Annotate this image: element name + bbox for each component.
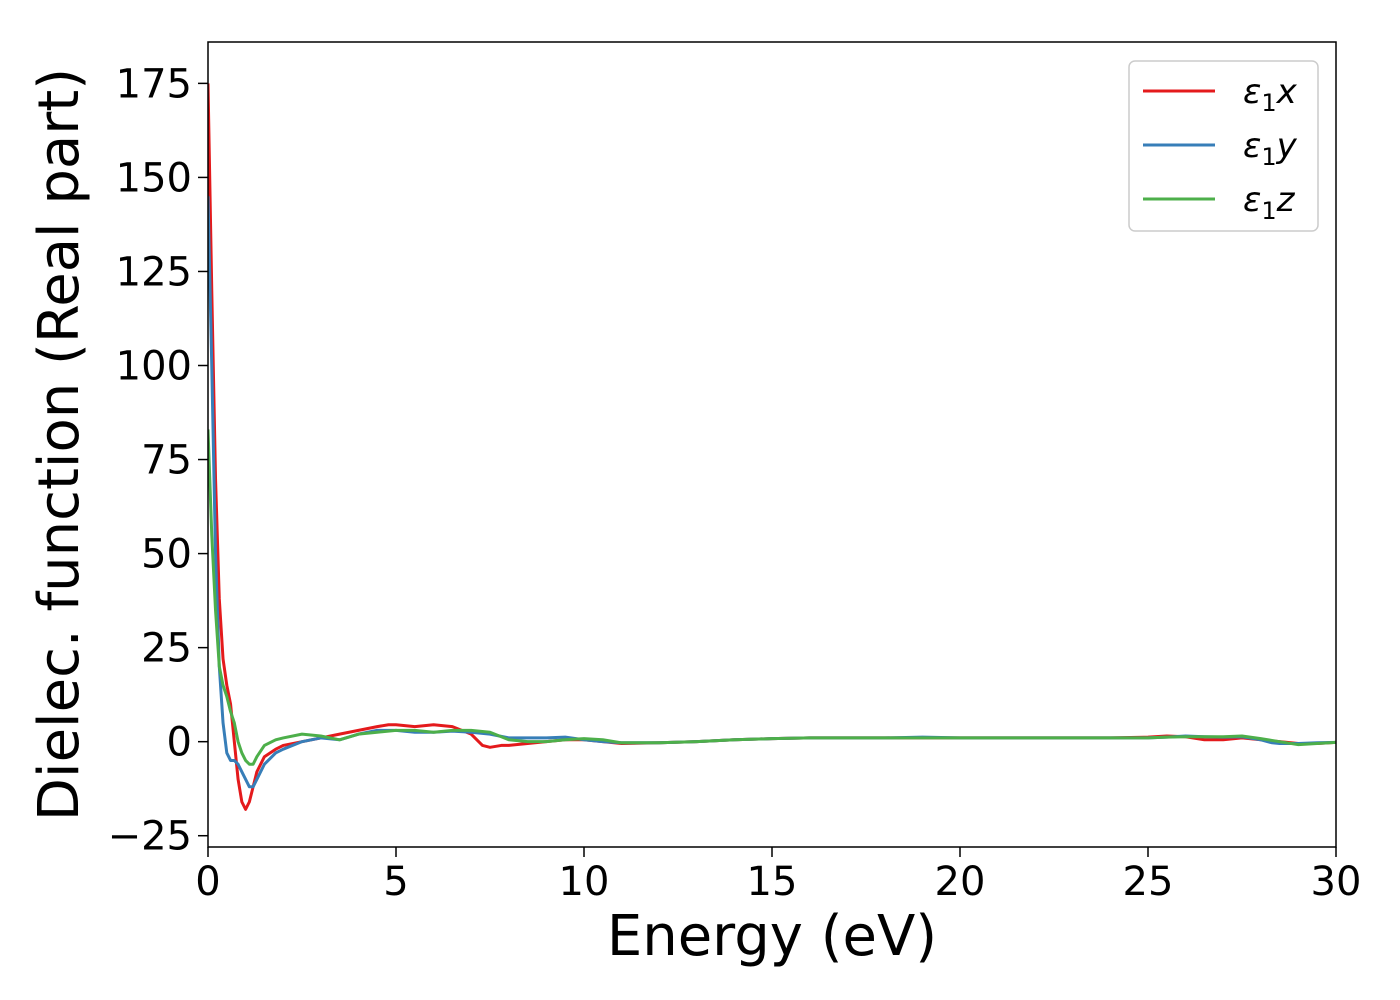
y-axis: −25 0 25 50 75 100 125 150 175 [108, 61, 208, 860]
y-tick-label: 50 [141, 532, 192, 578]
y-tick-label: 0 [167, 720, 192, 766]
x-tick-label: 30 [1311, 859, 1362, 905]
x-axis: 0 5 10 15 20 25 30 [195, 847, 1361, 905]
x-tick-label: 0 [195, 859, 220, 905]
y-tick-label: 100 [116, 344, 192, 390]
y-tick-label: 75 [141, 438, 192, 484]
legend-entry-y: ε1y [1243, 126, 1298, 171]
legend-box [1128, 60, 1319, 232]
x-tick-label: 5 [383, 859, 408, 905]
x-tick-label: 25 [1123, 859, 1174, 905]
y-axis-label: Dielec. function (Real part) [27, 68, 92, 821]
legend-entry-x: ε1x [1243, 72, 1298, 117]
legend: ε1x ε1y ε1z [1128, 60, 1319, 232]
y-tick-label: −25 [108, 814, 192, 860]
y-tick-label: 150 [116, 155, 192, 201]
y-tick-label: 25 [141, 626, 192, 672]
series-layer [208, 83, 1336, 811]
legend-entry-z: ε1z [1243, 180, 1296, 225]
series-line-z [208, 429, 1336, 766]
x-tick-label: 15 [747, 859, 798, 905]
y-tick-label: 175 [116, 61, 192, 107]
y-tick-label: 125 [116, 249, 192, 295]
x-tick-label: 20 [935, 859, 986, 905]
x-tick-label: 10 [559, 859, 610, 905]
x-axis-label: Energy (eV) [607, 904, 937, 969]
